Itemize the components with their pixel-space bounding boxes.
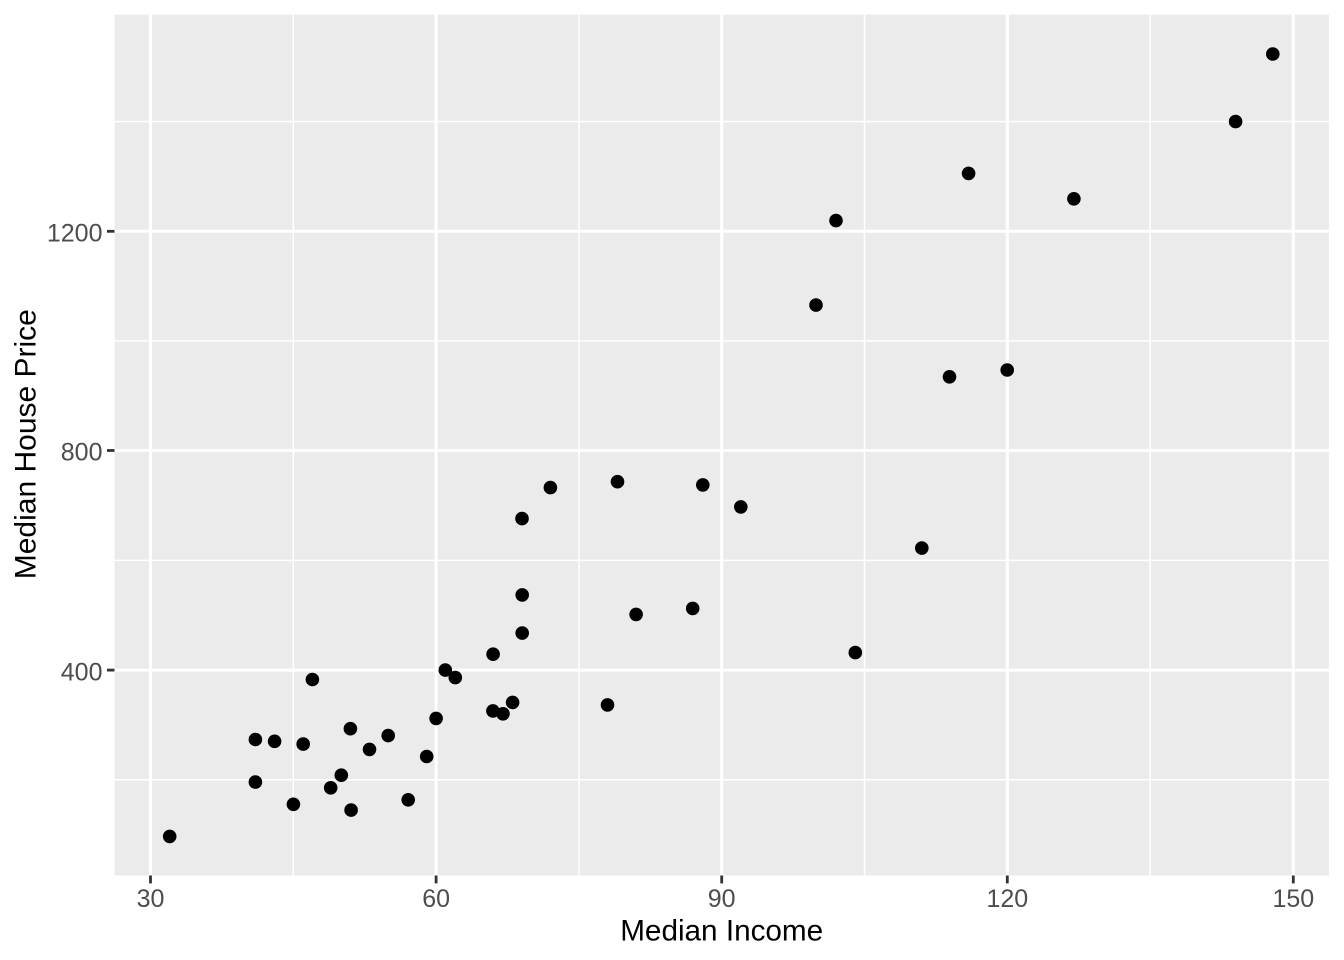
svg-text:400: 400 bbox=[61, 658, 103, 686]
svg-text:Median House Price: Median House Price bbox=[10, 309, 43, 579]
svg-text:90: 90 bbox=[708, 885, 736, 913]
svg-text:150: 150 bbox=[1272, 885, 1314, 913]
svg-text:60: 60 bbox=[422, 885, 450, 913]
svg-text:800: 800 bbox=[61, 439, 103, 467]
svg-text:120: 120 bbox=[986, 885, 1028, 913]
svg-text:Median Income: Median Income bbox=[620, 914, 823, 947]
svg-text:1200: 1200 bbox=[47, 220, 103, 248]
svg-text:30: 30 bbox=[137, 885, 165, 913]
